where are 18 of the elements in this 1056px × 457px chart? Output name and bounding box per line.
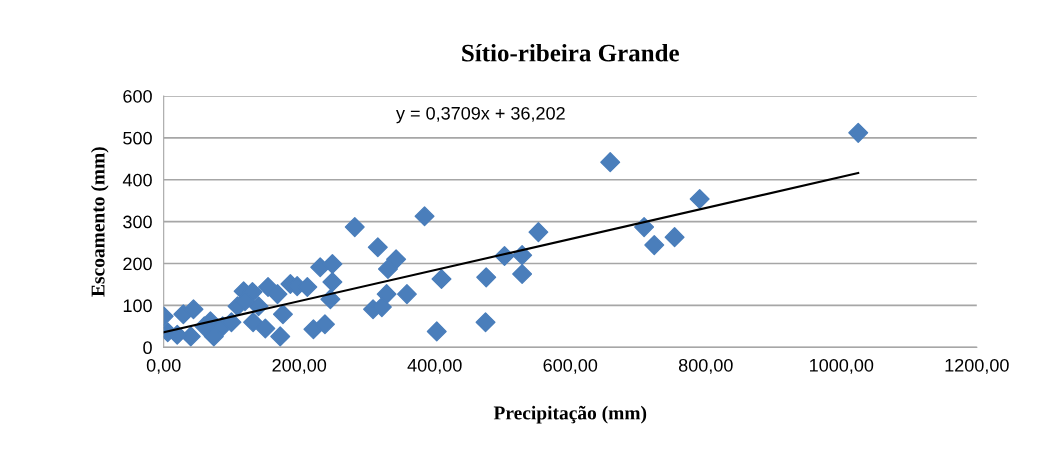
y-tick-label: 200 xyxy=(123,257,152,271)
y-tick-label: 100 xyxy=(123,299,152,313)
chart-title: Sítio-ribeira Grande xyxy=(462,43,679,62)
x-tick-label: 0,00 xyxy=(146,358,181,374)
x-tick-label: 800,00 xyxy=(678,358,733,374)
y-tick-label: 600 xyxy=(123,89,152,103)
x-tick-label: 1200,00 xyxy=(945,358,1009,374)
x-tick-label: 600,00 xyxy=(543,358,598,374)
y-tick-label: 300 xyxy=(123,215,152,229)
x-axis-title: Precipitação (mm) xyxy=(493,405,647,424)
annotation: y = 0,3709x + 36,202 xyxy=(396,106,565,124)
y-tick-label: 500 xyxy=(123,131,152,145)
y-axis-title: Escoamento (mm) xyxy=(90,147,109,297)
x-tick-label: 200,00 xyxy=(272,358,327,374)
x-tick-label: 400,00 xyxy=(407,358,462,374)
x-tick-label: 1000,00 xyxy=(810,358,874,374)
y-tick-label: 0 xyxy=(143,341,152,355)
y-tick-label: 400 xyxy=(122,173,152,187)
